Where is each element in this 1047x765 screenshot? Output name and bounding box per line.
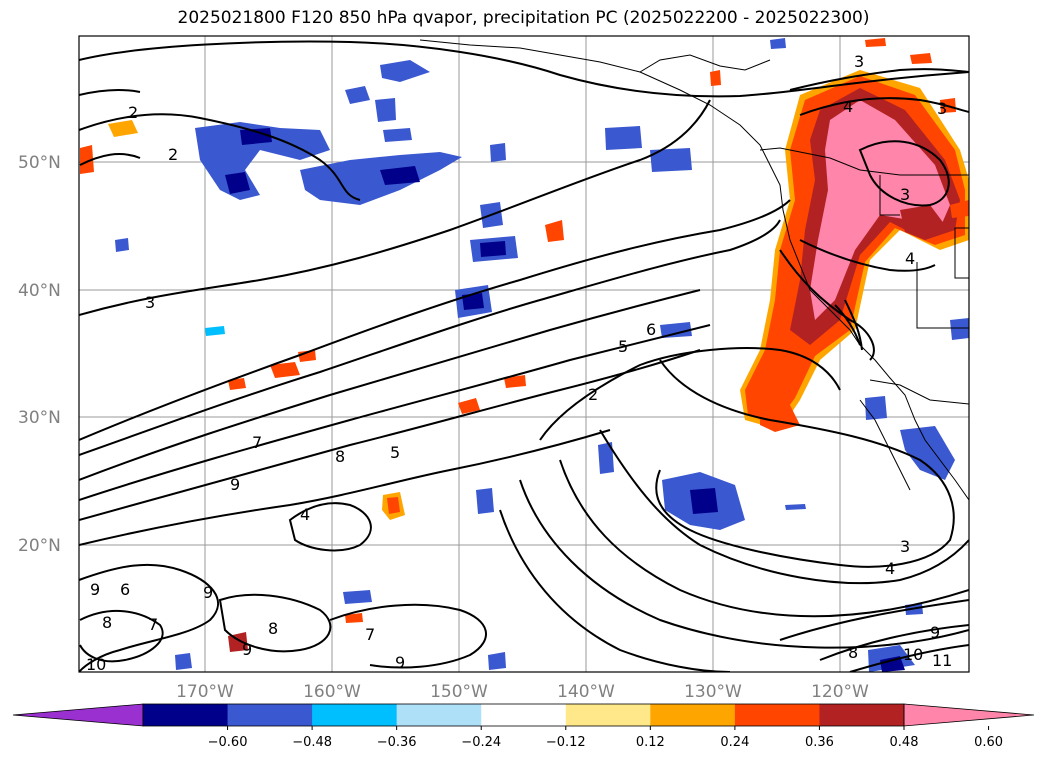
colorbar-tick-label: −0.60	[208, 735, 248, 750]
lat-label: 20°N	[18, 536, 61, 556]
contour-label: 10	[903, 645, 923, 664]
colorbar-segment	[396, 704, 482, 726]
colorbar-tick-label: 0.48	[890, 735, 919, 750]
contour-label: 4	[300, 505, 310, 524]
contour-label: 4	[905, 249, 915, 268]
contour-label: 4	[885, 559, 895, 578]
colorbar-segment	[143, 704, 229, 726]
longitude-labels: 170°W 160°W 150°W 140°W 130°W 120°W	[176, 682, 869, 702]
contour-label: 9	[395, 653, 405, 672]
coastlines	[419, 39, 969, 501]
contour-label: 10	[86, 655, 106, 674]
colorbar-extend-low	[12, 703, 144, 727]
contour-label: 7	[252, 433, 262, 452]
contour-label: 8	[335, 447, 345, 466]
colorbar-tick-label: 0.36	[805, 735, 834, 750]
contour-label: 3	[145, 293, 155, 312]
colorbar-outline	[142, 703, 905, 727]
lat-label: 30°N	[18, 408, 61, 428]
colorbar-extend-high	[903, 703, 1035, 727]
lon-label: 120°W	[811, 682, 869, 702]
contour-label: 9	[230, 475, 240, 494]
lon-label: 130°W	[684, 682, 742, 702]
contour-label: 2	[588, 385, 598, 404]
contour-label: 3	[900, 537, 910, 556]
contour-label: 8	[848, 643, 858, 662]
colorbar-segment	[650, 704, 736, 726]
lat-label: 50°N	[18, 153, 61, 173]
contour-label: 6	[646, 320, 656, 339]
precip-positive-field	[80, 38, 969, 652]
map-title: 2025021800 F120 850 hPa qvapor, precipit…	[177, 8, 870, 28]
contour-label: 7	[365, 625, 375, 644]
contour-label: 3	[854, 52, 864, 71]
contour-label: 2	[128, 103, 138, 122]
precip-negative-field	[115, 38, 969, 672]
colorbar-tick-label: −0.24	[461, 735, 501, 750]
contour-label: 7	[148, 615, 158, 634]
colorbar-segment	[312, 704, 398, 726]
contour-label: 5	[390, 443, 400, 462]
colorbar	[12, 703, 1035, 727]
colorbar-segment	[227, 704, 313, 726]
contour-label: 9	[203, 583, 213, 602]
colorbar-segment	[734, 704, 820, 726]
latitude-labels: 50°N 40°N 30°N 20°N	[18, 153, 61, 556]
map-frame	[78, 35, 970, 673]
colorbar-tick-label: −0.12	[546, 735, 586, 750]
contour-label: 2	[168, 145, 178, 164]
lon-label: 140°W	[557, 682, 615, 702]
contour-labels: 2 2 3 3 4 3 3 4 6 5 2 7 8 5 9 4 3 4 9 6 …	[86, 52, 952, 674]
contour-label: 9	[930, 623, 940, 642]
lon-label: 150°W	[430, 682, 488, 702]
colorbar-segment	[819, 704, 905, 726]
colorbar-tick-label: −0.36	[377, 735, 417, 750]
contour-label: 11	[932, 651, 952, 670]
colorbar-tick-label: 0.12	[636, 735, 665, 750]
colorbar-labels: −0.60 −0.48 −0.36 −0.24 −0.12 0.12 0.24 0.36 0.4…	[208, 726, 1003, 750]
contour-label: 8	[268, 619, 278, 638]
colorbar-tick-label: −0.48	[292, 735, 332, 750]
contour-label: 5	[618, 337, 628, 356]
contour-label: 9	[90, 580, 100, 599]
lon-label: 160°W	[303, 682, 361, 702]
contour-label: 9	[242, 640, 252, 659]
contour-label: 3	[900, 185, 910, 204]
contour-label: 8	[102, 613, 112, 632]
colorbar-tick-label: 0.24	[720, 735, 749, 750]
colorbar-tick-label: 0.60	[974, 735, 1003, 750]
colorbar-segment	[565, 704, 651, 726]
colorbar-segment	[481, 704, 567, 726]
lon-label: 170°W	[176, 682, 234, 702]
contour-label: 4	[843, 97, 853, 116]
lat-label: 40°N	[18, 281, 61, 301]
contour-label: 6	[120, 580, 130, 599]
qvapor-contours	[79, 40, 969, 672]
contour-label: 3	[937, 99, 947, 118]
